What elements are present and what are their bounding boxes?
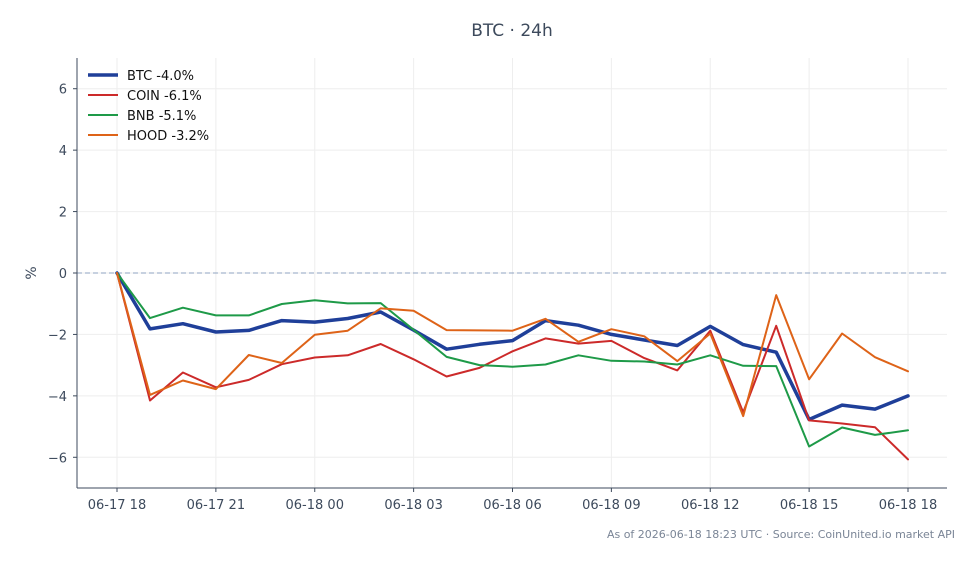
x-tick-label-6: 06-18 12 (681, 498, 739, 513)
series-line-1 (116, 272, 909, 461)
legend-label-3: HOOD -3.2% (127, 129, 209, 144)
y-axis-label: % (24, 266, 40, 279)
y-axis-ticks: 6 4 2 0 −2 −4 −6 (48, 83, 77, 466)
x-tick-label-3: 06-18 03 (384, 498, 442, 513)
y-tick-label-6: −6 (48, 451, 67, 466)
x-tick-label-7: 06-18 15 (780, 498, 838, 513)
x-tick-label-0: 06-17 18 (88, 498, 146, 513)
series-lines (115, 271, 910, 461)
y-tick-label-0: 6 (59, 83, 67, 98)
legend-label-2: BNB -5.1% (127, 109, 196, 124)
x-tick-label-8: 06-18 18 (879, 498, 937, 513)
x-axis-ticks: 06-17 18 06-17 21 06-18 00 06-18 03 06-18 06… (88, 488, 937, 513)
x-tick-label-4: 06-18 06 (483, 498, 541, 513)
x-tick-label-5: 06-18 09 (582, 498, 640, 513)
y-tick-label-2: 2 (59, 206, 67, 221)
legend: BTC -4.0% COIN -6.1% BNB -5.1% HOOD -3.2% (88, 69, 209, 144)
y-tick-label-3: 0 (59, 267, 67, 282)
y-tick-label-5: −4 (48, 390, 67, 405)
y-tick-label-1: 4 (59, 144, 67, 159)
y-tick-label-4: −2 (48, 328, 67, 343)
x-tick-label-1: 06-17 21 (187, 498, 245, 513)
source-footer: As of 2026-06-18 18:23 UTC · Source: Coi… (606, 528, 955, 541)
x-tick-label-2: 06-18 00 (286, 498, 344, 513)
legend-label-0: BTC -4.0% (127, 69, 194, 84)
chart-title: BTC · 24h (471, 21, 553, 41)
series-line-2 (116, 272, 909, 448)
legend-label-1: COIN -6.1% (127, 89, 202, 104)
series-line-3 (116, 272, 909, 418)
series-line-0 (115, 271, 910, 422)
